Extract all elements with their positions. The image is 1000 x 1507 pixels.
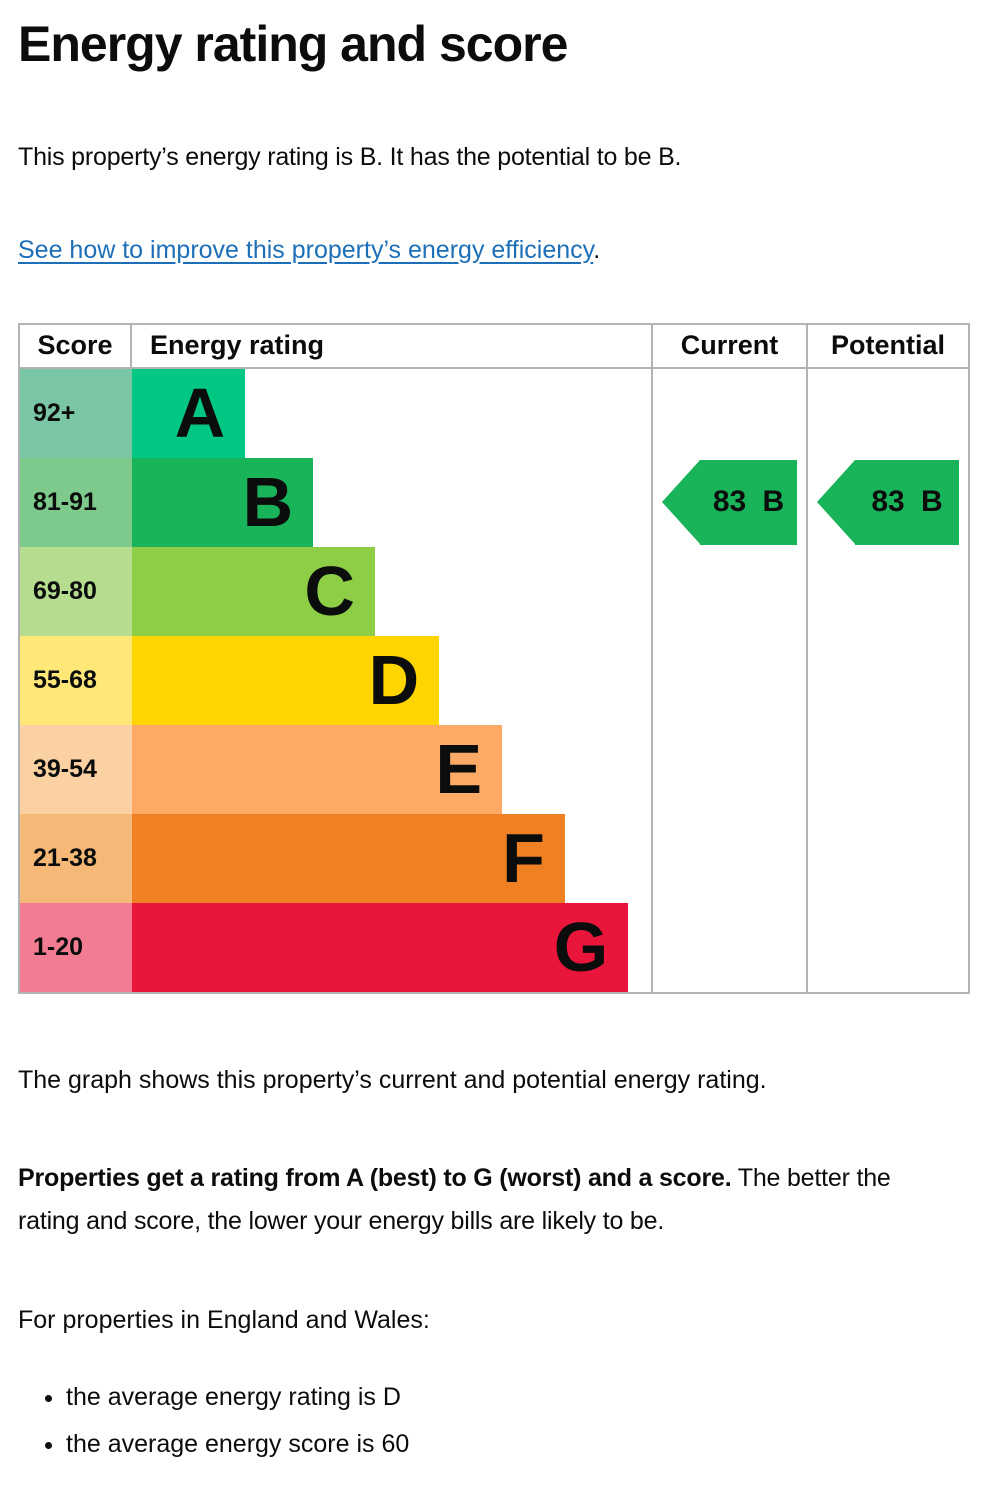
potential-cell-f <box>808 814 968 903</box>
current-cell-f <box>653 813 808 903</box>
band-bar-a: A <box>132 368 246 458</box>
current-cell-e <box>653 724 808 814</box>
current-rating-arrow: 83 B <box>662 459 797 545</box>
header-current: Current <box>653 324 808 367</box>
improve-efficiency-link[interactable]: See how to improve this property’s energ… <box>18 235 594 264</box>
intro-text: This property’s energy rating is B. It h… <box>18 142 682 171</box>
current-cell-b: 83 B <box>653 457 808 547</box>
arrow-left-tip-icon <box>817 460 855 544</box>
header-potential: Potential <box>830 330 945 360</box>
current-cell-d <box>653 635 808 725</box>
current-cell-c <box>653 546 808 636</box>
graph-caption: The graph shows this property’s current … <box>18 1065 767 1094</box>
rating-cell-g: G <box>132 902 653 992</box>
band-letter-d: D <box>368 641 420 719</box>
header-score: Score <box>20 324 132 367</box>
rating-cell-d: D <box>132 635 653 725</box>
potential-rating-arrow: 83 B <box>817 459 959 545</box>
band-letter-g: G <box>553 908 609 986</box>
current-rating-arrow-label: 83 B <box>700 459 797 545</box>
band-row-a: 92+ A <box>20 368 968 458</box>
score-range-d: 55-68 <box>20 635 132 725</box>
band-letter-b: B <box>242 463 294 541</box>
band-letter-c: C <box>304 552 355 630</box>
improve-link-suffix: . <box>593 235 601 264</box>
average-facts-list: the average energy rating is D the avera… <box>18 1383 972 1459</box>
current-cell-a <box>653 368 808 458</box>
band-row-g: 1-20 G <box>20 902 968 992</box>
rating-explanation-rest: The better the rating and score, the low… <box>18 1163 891 1236</box>
potential-cell-b: 83 B <box>808 458 968 547</box>
page-title: Energy rating and score <box>18 16 568 72</box>
band-row-b: 81-91 B 83 B 83 B <box>20 457 968 547</box>
chart-header-row: Score Energy rating Current Potential <box>20 324 968 369</box>
potential-cell-g <box>808 903 968 992</box>
rating-cell-b: B <box>132 457 653 547</box>
list-item: the average energy score is 60 <box>66 1430 972 1459</box>
score-range-b: 81-91 <box>20 457 132 547</box>
potential-cell-a <box>808 369 968 458</box>
band-bar-c: C <box>132 546 375 636</box>
potential-cell-c <box>808 547 968 636</box>
energy-rating-chart: Score Energy rating Current Potential 92… <box>18 322 970 994</box>
band-letter-a: A <box>174 374 226 452</box>
band-bar-b: B <box>132 457 314 547</box>
band-row-c: 69-80 C <box>20 546 968 636</box>
regional-heading: For properties in England and Wales: <box>18 1306 430 1334</box>
improve-link-line: See how to improve this property’s energ… <box>18 236 972 265</box>
rating-explanation: Properties get a rating from A (best) to… <box>18 1157 933 1245</box>
score-range-a: 92+ <box>20 368 132 458</box>
score-range-g: 1-20 <box>20 902 132 992</box>
potential-cell-d <box>808 636 968 725</box>
band-letter-e: E <box>435 730 483 808</box>
rating-cell-f: F <box>132 813 653 903</box>
band-row-d: 55-68 D <box>20 635 968 725</box>
rating-explanation-bold: Properties get a rating from A (best) to… <box>18 1163 732 1192</box>
band-bar-d: D <box>132 635 440 725</box>
rating-cell-a: A <box>132 368 653 458</box>
band-bar-f: F <box>132 813 565 903</box>
score-range-f: 21-38 <box>20 813 132 903</box>
rating-cell-e: E <box>132 724 653 814</box>
potential-cell-e <box>808 725 968 814</box>
score-range-e: 39-54 <box>20 724 132 814</box>
band-rows: 92+ A 81-91 B 83 B 83 B 69-80 C 55-68 D 39-54 E 21-3… <box>20 368 968 992</box>
rating-cell-c: C <box>132 546 653 636</box>
band-row-e: 39-54 E <box>20 724 968 814</box>
band-letter-f: F <box>502 819 545 897</box>
score-range-c: 69-80 <box>20 546 132 636</box>
potential-rating-arrow-label: 83 B <box>855 459 959 545</box>
band-bar-g: G <box>132 902 629 992</box>
current-cell-g <box>653 902 808 992</box>
header-energy-rating: Energy rating <box>132 324 653 367</box>
arrow-left-tip-icon <box>662 460 700 544</box>
list-item: the average energy rating is D <box>66 1383 972 1412</box>
band-row-f: 21-38 F <box>20 813 968 903</box>
band-bar-e: E <box>132 724 503 814</box>
